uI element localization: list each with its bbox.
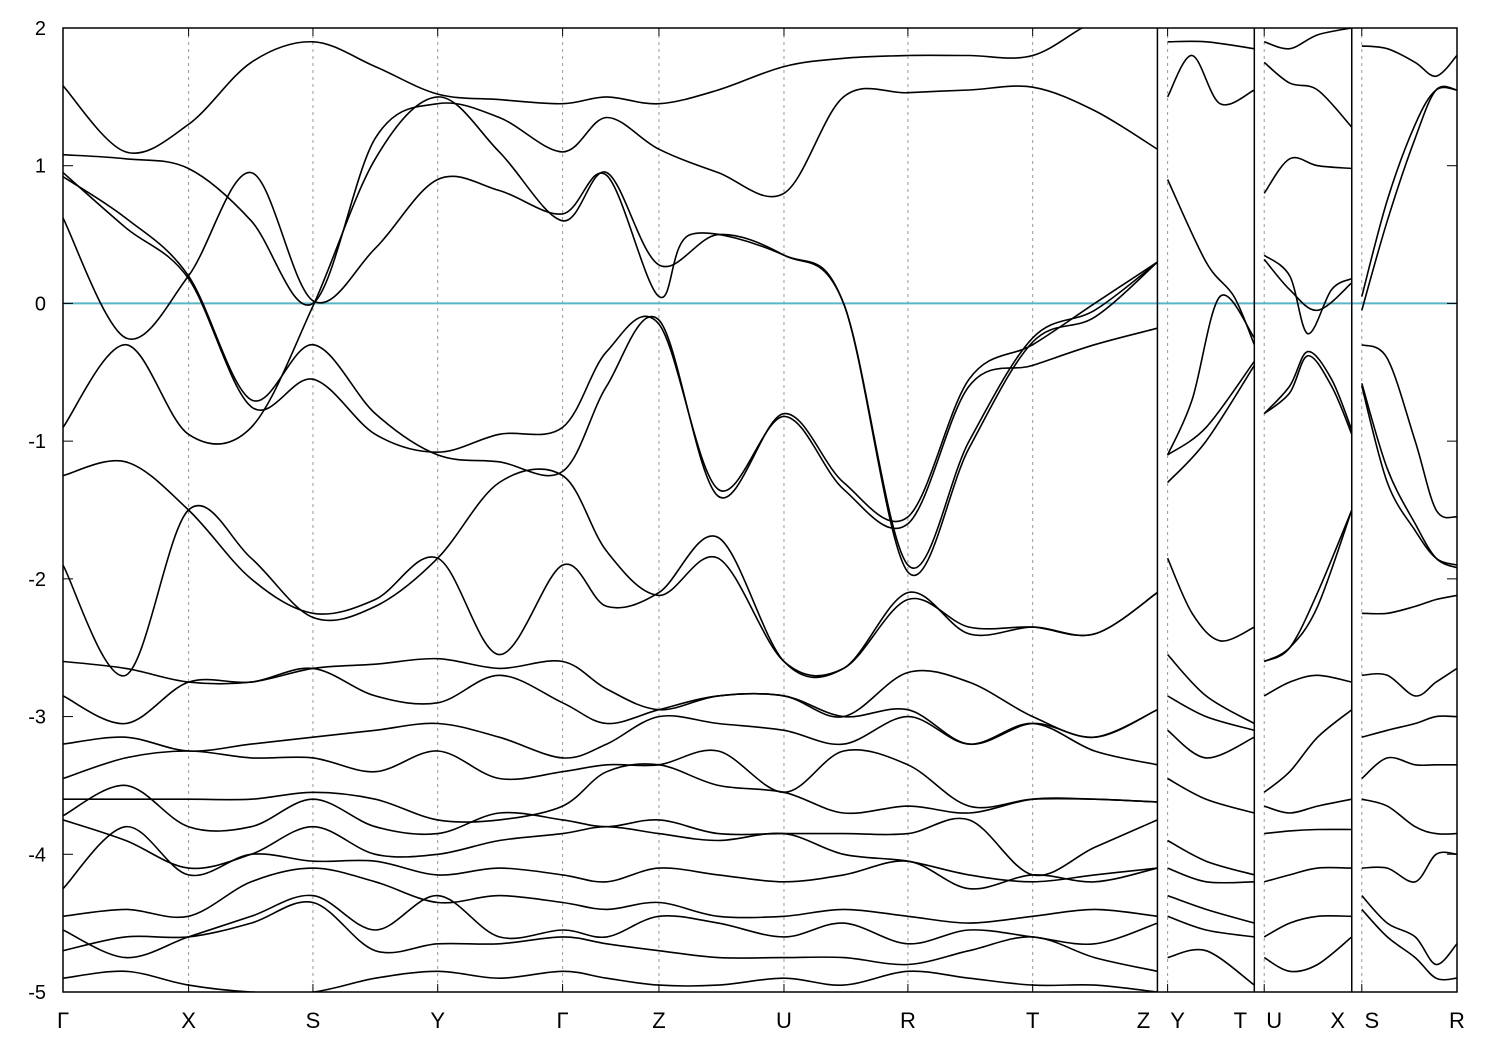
band-line [1361,85,1457,311]
band-lines [63,28,1457,992]
kpoint-label: Γ [57,1008,69,1033]
band-line [63,749,1158,809]
y-axis-ticks: 2 1 0 -1 -2 -3 -4 -5 [28,18,1457,1004]
band-line [63,894,1158,959]
band-line [63,657,1158,739]
band-line [1167,948,1255,986]
band-line [1167,867,1255,884]
band-line [1263,674,1352,697]
kpoint-gridlines [62,28,1458,992]
kpoint-label: U [1266,1008,1282,1033]
band-line [1361,798,1457,835]
kpoint-label: X [1330,1008,1345,1033]
band-line [63,171,1158,530]
band-line [1263,936,1353,973]
plot-frame [62,27,1458,993]
band-line [1263,509,1353,663]
kpoint-label: S [1364,1008,1379,1033]
band-line [63,171,1158,576]
band-line [1263,258,1353,312]
kpoint-label: U [776,1008,792,1033]
band-line [1361,895,1457,966]
band-line [63,667,1158,745]
band-line [1361,594,1457,615]
band-line [63,970,1158,992]
band-line [1361,86,1457,297]
band-line [1263,509,1353,663]
y-tick-label: -4 [28,844,46,866]
band-line [1361,383,1457,569]
band-line [63,901,1158,973]
band-line [1167,839,1255,876]
band-line [63,714,1158,766]
band-line [1167,40,1255,50]
kpoint-label: R [900,1008,916,1033]
kpoint-label: X [181,1008,196,1033]
band-line [1361,667,1457,697]
kpoint-label: R [1449,1008,1465,1033]
band-line [1361,385,1457,566]
band-line [1263,156,1352,194]
kpoint-label: T [1234,1008,1247,1033]
band-line [63,819,1158,883]
band-line [1167,894,1255,924]
band-line [1361,851,1457,883]
kpoint-label: T [1026,1008,1039,1033]
band-line [63,468,1158,677]
band-line [1167,364,1255,484]
band-line [1361,908,1457,981]
band-line [63,459,1158,679]
band-line [63,96,1158,569]
band-line [1166,557,1255,642]
band-line [1263,28,1352,50]
kpoint-label: Z [1137,1008,1150,1033]
band-line [1167,777,1255,814]
band-line [1263,709,1353,793]
kpoint-label: Γ [557,1008,569,1033]
band-line [63,867,1158,924]
kpoint-label: Y [1170,1008,1185,1033]
y-tick-label: -3 [28,707,46,729]
band-line [1264,828,1352,835]
y-tick-label: -1 [28,431,46,453]
band-line [1167,729,1255,759]
y-tick-label: 0 [35,293,46,315]
band-line [1263,355,1353,435]
path-break-lines [1156,28,1353,992]
band-line [1167,654,1255,725]
kpoint-label: Y [430,1008,445,1033]
band-line [1361,45,1457,78]
kpoint-label: S [306,1008,321,1033]
band-line [63,176,1158,523]
band-line [1361,715,1457,738]
band-line [1361,756,1457,780]
band-line [1167,360,1255,456]
band-line [1263,350,1353,431]
y-tick-label: -5 [28,982,46,1004]
band-line [1167,915,1255,938]
band-line [1263,61,1353,128]
y-tick-label: -2 [28,569,46,591]
kpoint-label: Z [652,1008,665,1033]
band-line [1167,695,1255,732]
band-line [1361,343,1457,519]
band-line [1263,798,1352,814]
band-line [63,825,1158,890]
band-line [63,85,1158,306]
band-line [63,28,1084,154]
band-line [1166,54,1255,106]
y-tick-label: 2 [35,18,46,40]
band-line [1263,254,1353,335]
band-line [1166,294,1255,456]
band-line [1263,914,1352,938]
band-line [63,763,1158,823]
band-line [1264,866,1352,883]
y-tick-label: 1 [35,156,46,178]
